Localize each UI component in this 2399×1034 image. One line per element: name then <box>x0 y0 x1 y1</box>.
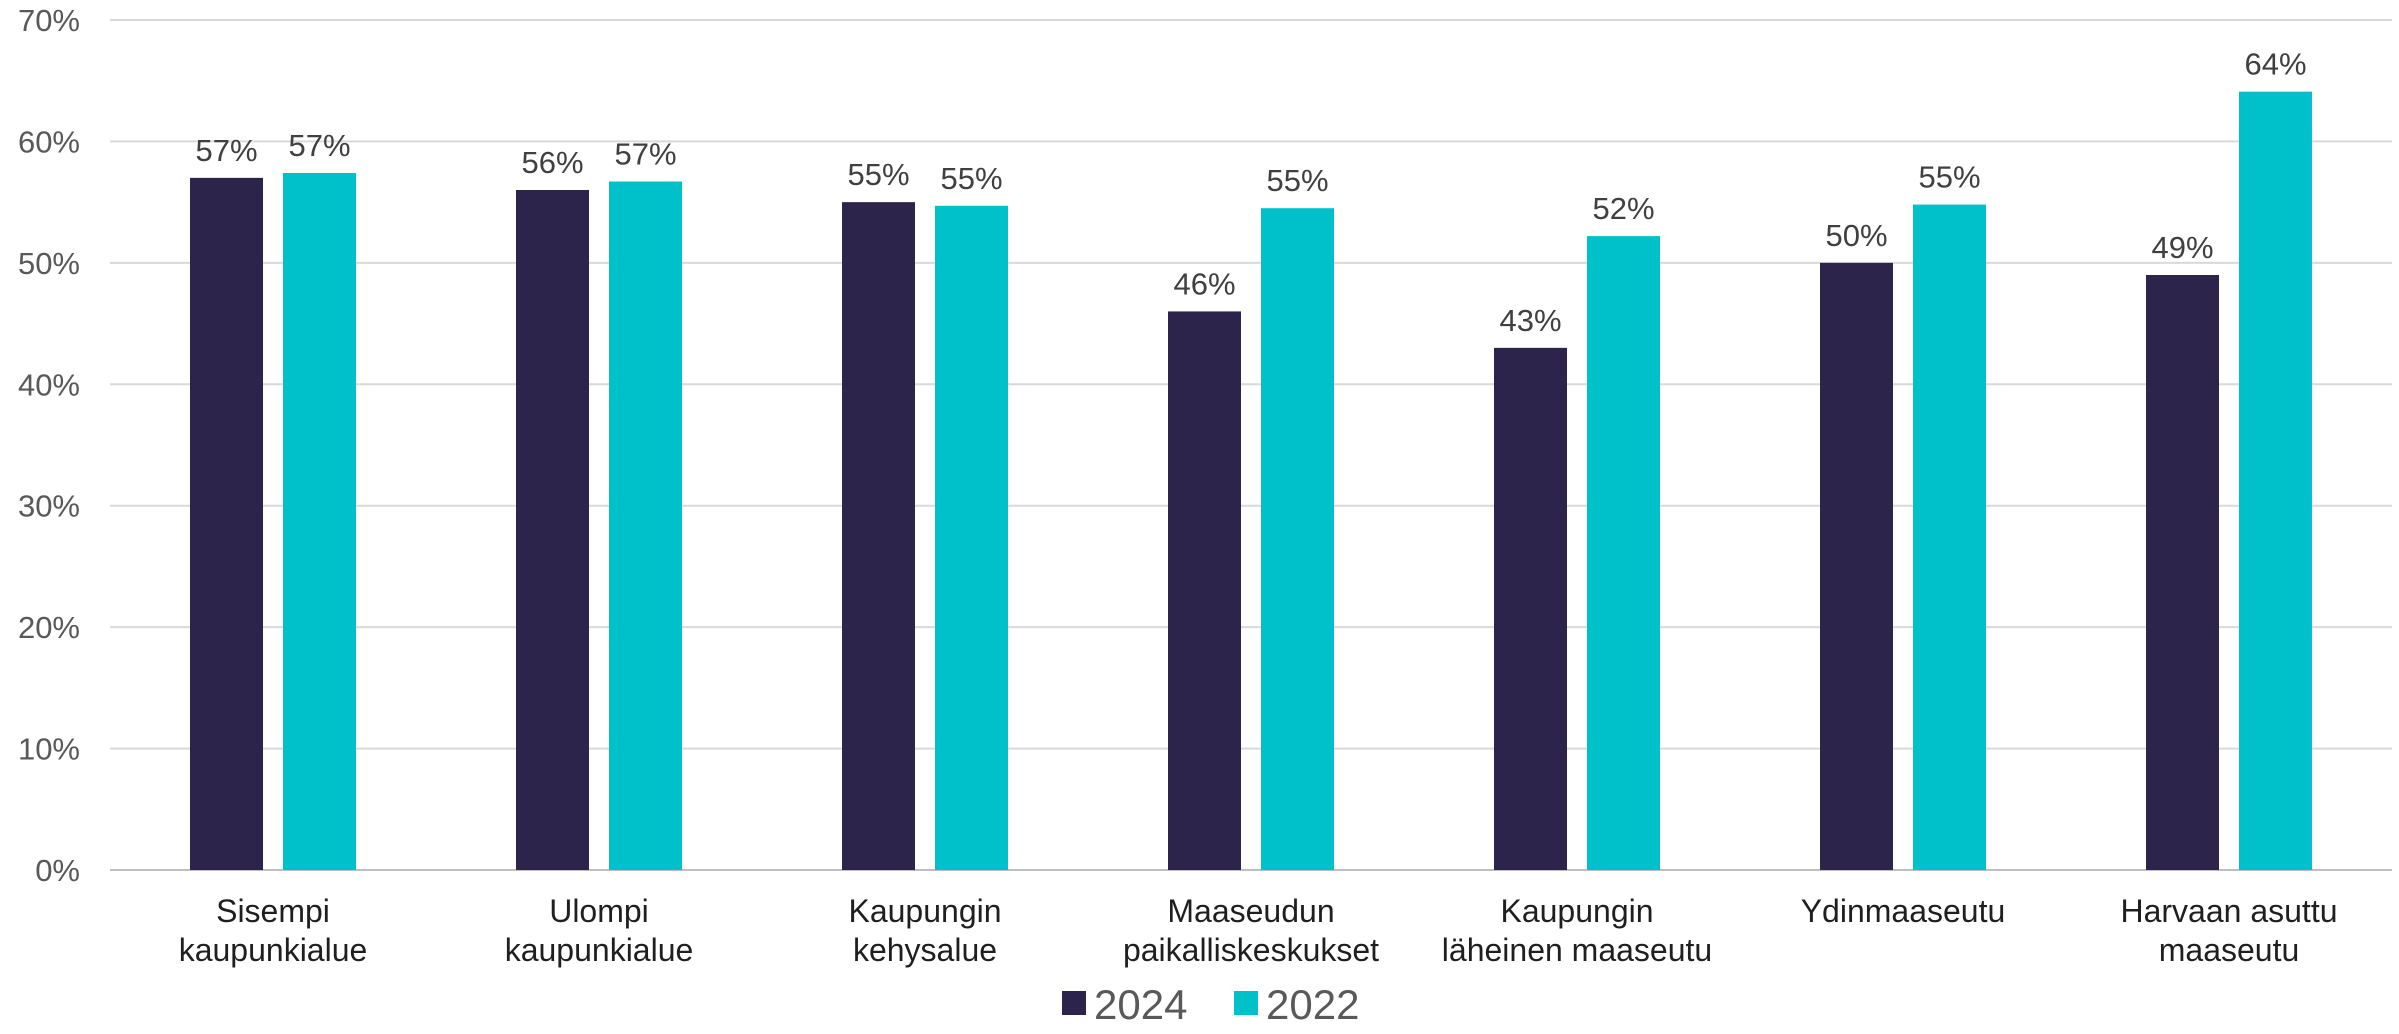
x-axis-categories: SisempikaupunkialueUlompikaupunkialueKau… <box>179 893 2338 968</box>
legend-label: 2022 <box>1266 981 1359 1028</box>
category-label: Ulompi <box>549 893 649 929</box>
y-tick-label: 20% <box>18 610 80 645</box>
data-label: 46% <box>1173 266 1235 301</box>
y-tick-label: 10% <box>18 732 80 767</box>
data-label: 55% <box>1266 163 1328 198</box>
data-label: 57% <box>288 128 350 163</box>
data-label: 64% <box>2244 47 2306 82</box>
data-label: 52% <box>1592 191 1654 226</box>
legend-swatch-2024 <box>1062 991 1086 1015</box>
bar-2024-5 <box>1820 262 1893 870</box>
category-label: Kaupungin <box>848 893 1001 929</box>
bar-2022-1 <box>609 181 682 870</box>
category-label: Maaseudun <box>1167 893 1334 929</box>
category-label: paikalliskeskukset <box>1123 932 1379 968</box>
bar-2022-0 <box>283 173 356 870</box>
bar-2022-6 <box>2239 91 2312 870</box>
legend: 2024 2022 <box>1062 981 1359 1028</box>
category-label: läheinen maaseutu <box>1442 932 1712 968</box>
legend-label: 2024 <box>1094 981 1187 1028</box>
bar-2024-2 <box>842 202 915 871</box>
y-tick-label: 70% <box>18 3 80 38</box>
data-label: 57% <box>195 133 257 168</box>
data-label: 57% <box>614 137 676 172</box>
category-label: maaseutu <box>2159 932 2300 968</box>
category-label: Kaupungin <box>1500 893 1653 929</box>
category-label: Ydinmaaseutu <box>1801 893 2006 929</box>
y-tick-label: 60% <box>18 124 80 159</box>
bar-2022-5 <box>1913 204 1986 871</box>
data-label: 55% <box>940 161 1002 196</box>
bar-2022-3 <box>1261 208 1334 870</box>
data-label: 50% <box>1825 218 1887 253</box>
y-tick-label: 50% <box>18 246 80 281</box>
legend-swatch-2022 <box>1234 991 1258 1015</box>
bar-2024-4 <box>1494 347 1567 870</box>
y-tick-label: 40% <box>18 367 80 402</box>
data-label: 56% <box>521 145 583 180</box>
category-label: kaupunkialue <box>179 932 368 968</box>
data-labels: 57% 57% 56% 57% 55% 55% 46% 55% 43% 52% 50% 55% 49% 6… <box>195 47 2306 338</box>
y-tick-label: 0% <box>35 853 80 888</box>
bar-2024-6 <box>2146 275 2219 870</box>
category-label: Harvaan asuttu <box>2120 893 2337 929</box>
data-label: 49% <box>2151 230 2213 265</box>
category-label: kaupunkialue <box>505 932 694 968</box>
bar-2024-0 <box>190 177 263 870</box>
bar-2024-1 <box>516 190 589 870</box>
bar-2024-3 <box>1168 311 1241 870</box>
bar-2022-4 <box>1587 236 1660 871</box>
data-label: 55% <box>1918 160 1980 195</box>
data-label: 43% <box>1499 303 1561 338</box>
bars <box>190 91 2312 871</box>
data-label: 55% <box>847 157 909 192</box>
gridlines <box>110 19 2392 871</box>
y-axis-ticks: 0% 10% 20% 30% 40% 50% 60% 70% <box>18 3 80 888</box>
bar-2022-2 <box>935 205 1008 871</box>
category-label: kehysalue <box>853 932 997 968</box>
category-label: Sisempi <box>216 893 330 929</box>
y-tick-label: 30% <box>18 489 80 524</box>
